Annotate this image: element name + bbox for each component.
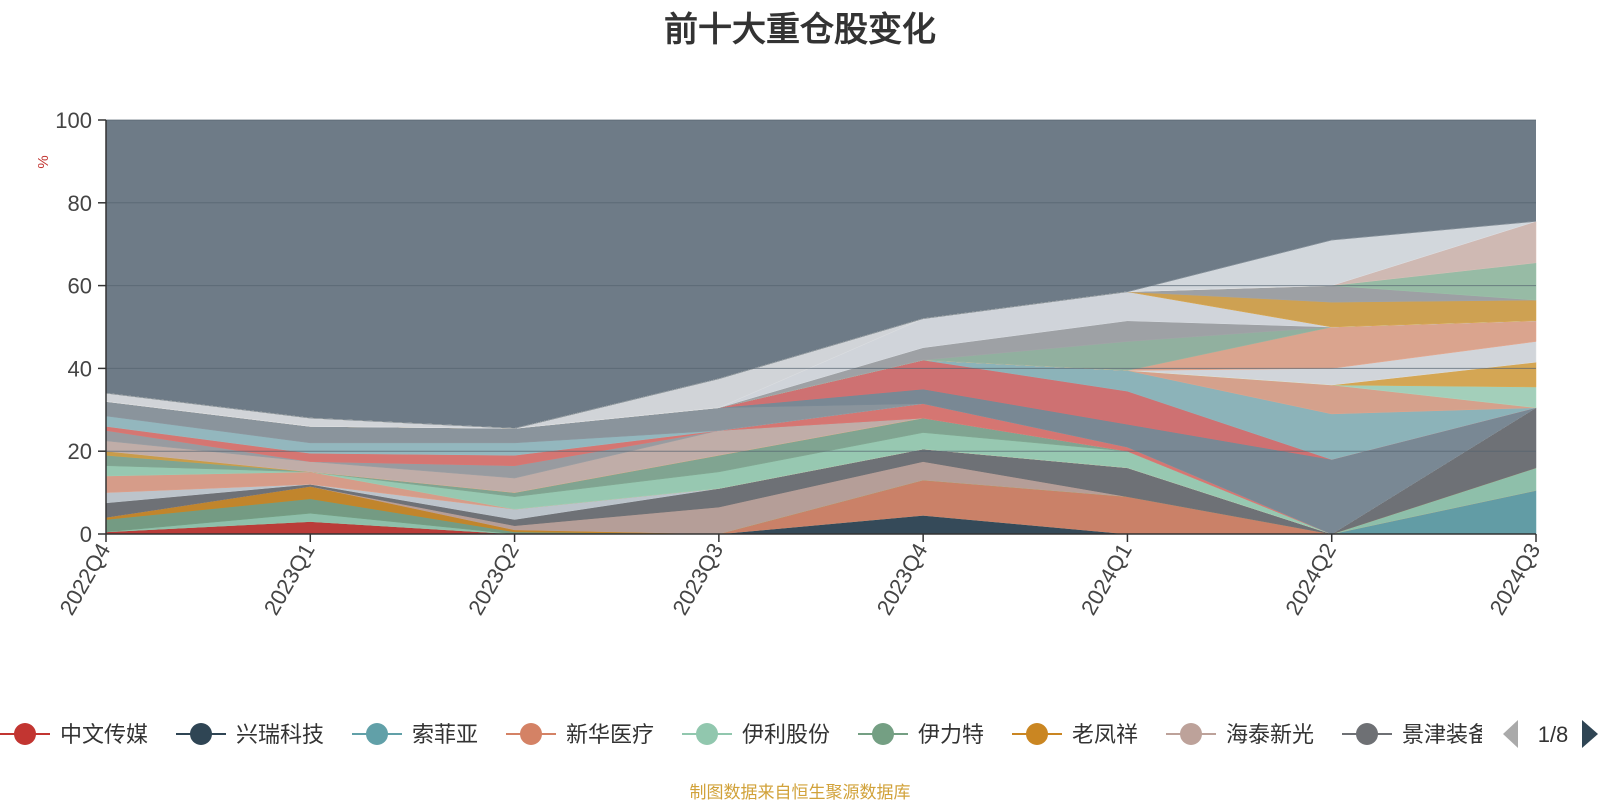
legend-label-3: 新华医疗 <box>566 722 654 747</box>
legend-item-6[interactable]: 老凤祥 <box>1012 722 1138 747</box>
x-tick-label-1: 2023Q1 <box>259 539 320 619</box>
legend-marker-5 <box>872 723 894 745</box>
legend-marker-4 <box>696 723 718 745</box>
legend-item-2[interactable]: 索菲亚 <box>352 722 478 747</box>
y-tick-label-3: 60 <box>68 274 92 299</box>
y-axis-unit-label: % <box>35 155 52 168</box>
legend-item-0[interactable]: 中文传媒 <box>0 722 148 747</box>
x-tick-label-3: 2023Q3 <box>667 539 728 619</box>
series-layer <box>105 221 1537 535</box>
legend-marker-8 <box>1356 723 1378 745</box>
y-tick-label-4: 80 <box>68 191 92 216</box>
legend-label-0: 中文传媒 <box>60 722 148 747</box>
y-tick-label-5: 100 <box>55 108 92 133</box>
legend-page-indicator: 1/8 <box>1538 722 1569 747</box>
legend-item-8[interactable]: 景津装备 <box>1342 722 1490 747</box>
y-tick-label-1: 20 <box>68 439 92 464</box>
legend-item-1[interactable]: 兴瑞科技 <box>176 722 324 747</box>
legend-marker-0 <box>14 723 36 745</box>
legend-next-page-icon[interactable] <box>1582 720 1598 748</box>
legend-item-7[interactable]: 海泰新光 <box>1166 722 1314 747</box>
data-source-note: 制图数据来自恒生聚源数据库 <box>689 783 911 802</box>
legend-marker-2 <box>366 723 388 745</box>
legend-label-4: 伊利股份 <box>742 722 830 747</box>
x-tick-label-4: 2023Q4 <box>872 539 933 619</box>
x-tick-label-6: 2024Q2 <box>1280 539 1341 619</box>
x-tick-label-0: 2022Q4 <box>55 539 116 619</box>
y-tick-label-2: 40 <box>68 356 92 381</box>
y-tick-label-0: 0 <box>80 522 92 547</box>
x-tick-label-7: 2024Q3 <box>1485 539 1546 619</box>
legend-item-5[interactable]: 伊力特 <box>858 722 984 747</box>
legend-marker-7 <box>1180 723 1202 745</box>
grid-layer <box>106 119 1536 452</box>
legend-item-4[interactable]: 伊利股份 <box>682 722 830 747</box>
legend-label-6: 老凤祥 <box>1072 722 1138 747</box>
series-area-36 <box>105 221 1537 429</box>
legend-marker-6 <box>1026 723 1048 745</box>
legend-label-7: 海泰新光 <box>1226 722 1314 747</box>
x-tick-label-2: 2023Q2 <box>463 539 524 619</box>
legend-pager: 1/8 <box>1503 720 1598 748</box>
legend-label-8: 景津装备 <box>1402 722 1490 747</box>
legend-label-1: 兴瑞科技 <box>236 722 324 747</box>
legend-item-3[interactable]: 新华医疗 <box>506 722 654 747</box>
legend-marker-1 <box>190 723 212 745</box>
legend-label-2: 索菲亚 <box>412 722 478 747</box>
legend-prev-page-icon[interactable] <box>1503 720 1518 748</box>
chart-title: 前十大重仓股变化 <box>664 11 936 49</box>
legend-marker-3 <box>520 723 542 745</box>
x-tick-label-5: 2024Q1 <box>1076 539 1137 619</box>
legend: 中文传媒 兴瑞科技 索菲亚 新华医疗 伊利股份 伊力特 老凤祥 海泰新光 景津装备 <box>0 722 1490 747</box>
legend-label-5: 伊力特 <box>918 722 984 747</box>
